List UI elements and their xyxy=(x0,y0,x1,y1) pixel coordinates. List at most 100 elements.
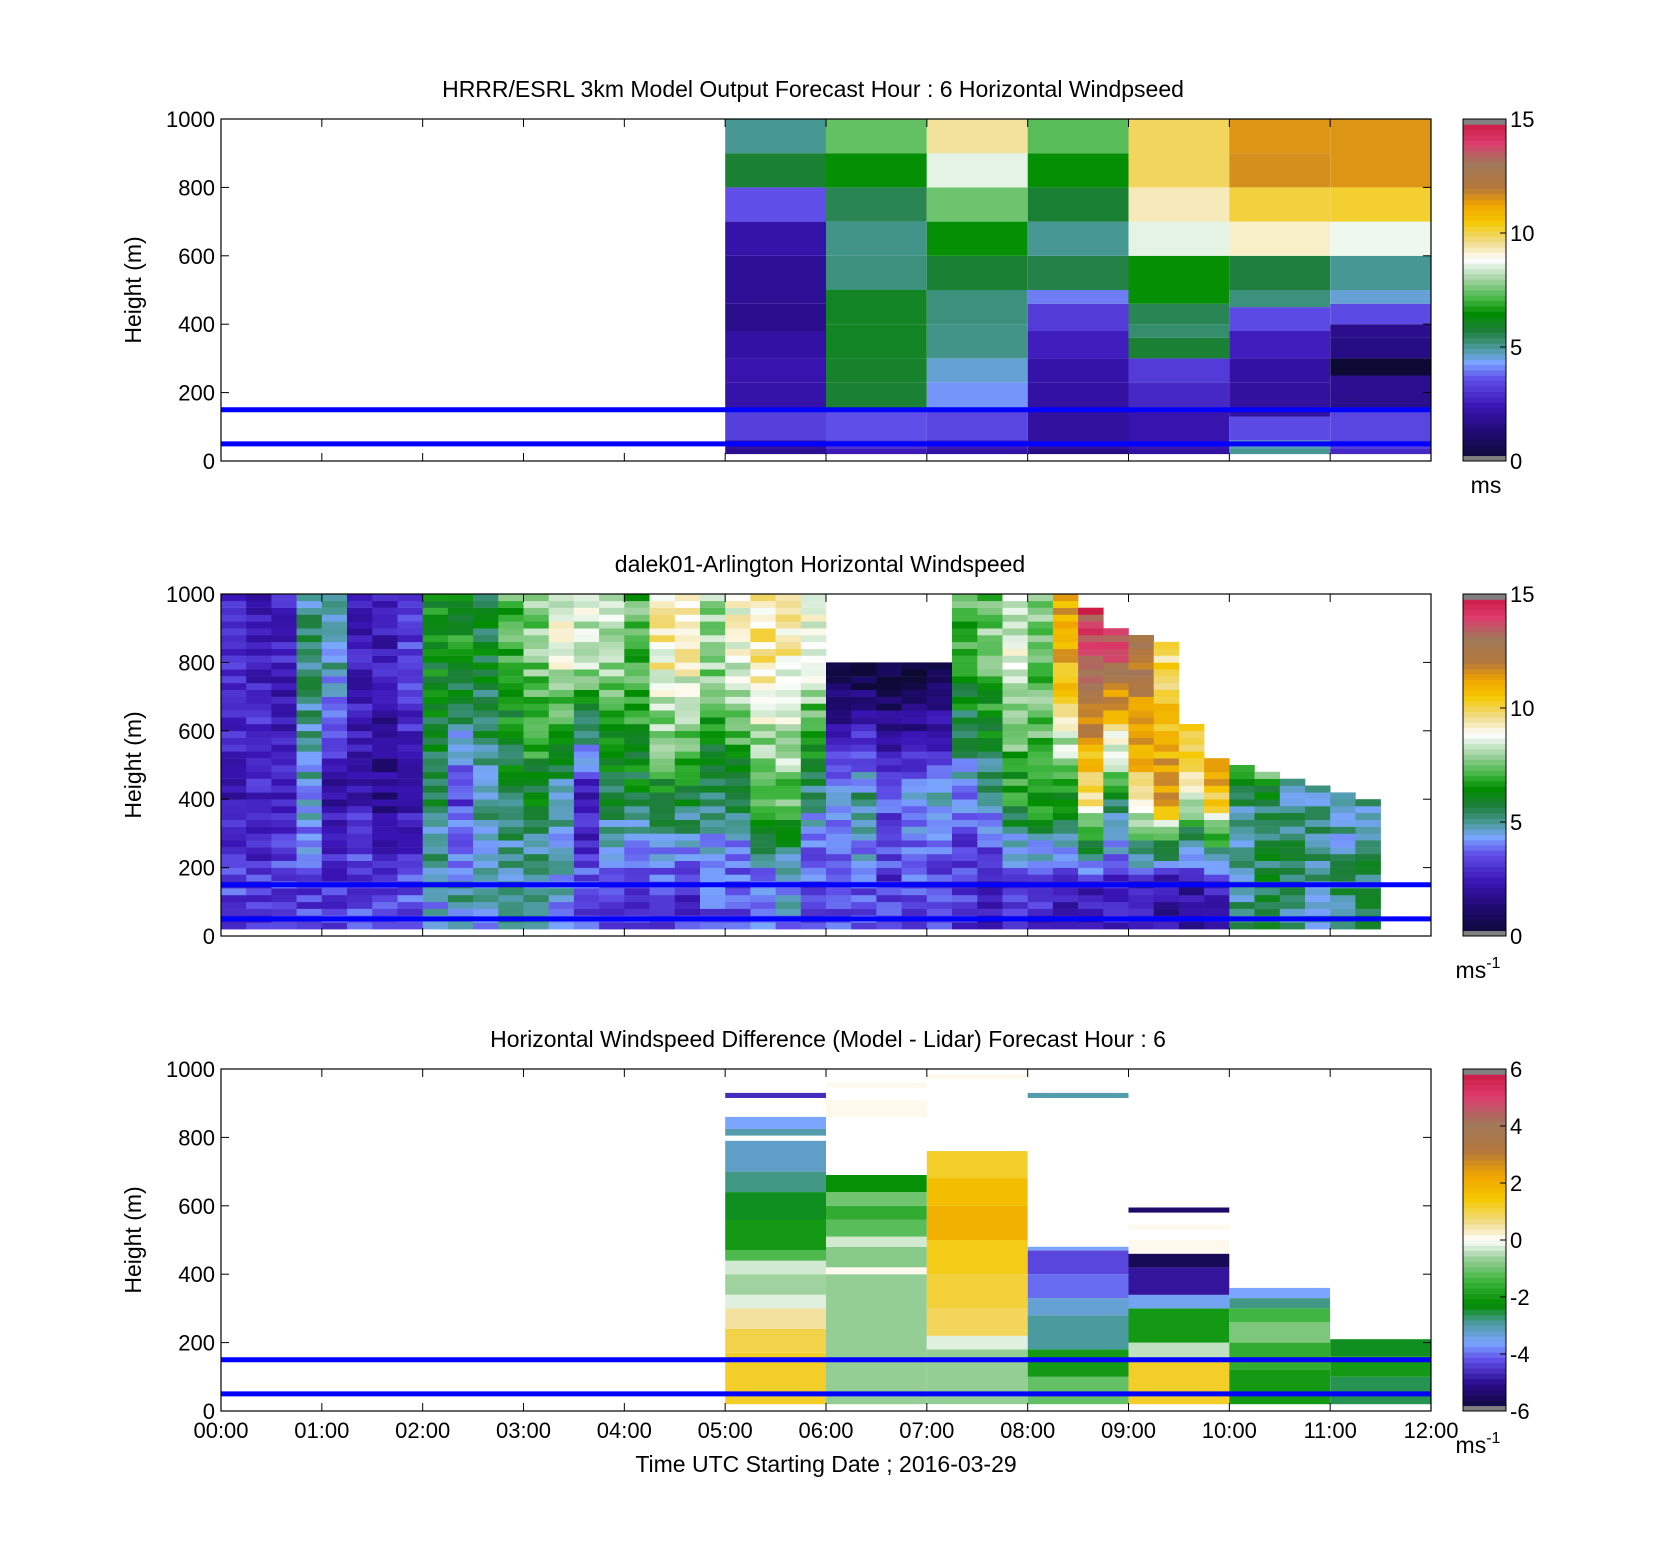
lidar-profile-cell xyxy=(347,689,373,697)
heatmap-cell xyxy=(1027,255,1129,290)
lidar-profile-cell xyxy=(1078,655,1104,663)
lidar-profile-cell xyxy=(1052,908,1079,916)
lidar-profile-cell xyxy=(1002,676,1028,684)
colorbar-segment xyxy=(1463,626,1506,632)
lidar-profile-cell xyxy=(1052,744,1079,752)
lidar-profile-cell xyxy=(221,696,247,704)
lidar-profile-cell xyxy=(1002,874,1028,882)
heatmap-cell xyxy=(926,449,1028,455)
y-tick-label: 200 xyxy=(178,381,215,406)
y-tick-label: 0 xyxy=(203,1399,215,1424)
lidar-profile-cell xyxy=(599,682,625,690)
lidar-profile-cell xyxy=(1027,600,1054,608)
lidar-profile-cell xyxy=(1002,888,1028,896)
colorbar-segment xyxy=(1463,364,1506,371)
lidar-profile-cell xyxy=(800,867,827,875)
lidar-profile-cell xyxy=(1153,758,1180,766)
lidar-profile-cell xyxy=(674,737,701,745)
lidar-profile-cell xyxy=(271,812,297,820)
colorbar-segment xyxy=(1463,241,1506,248)
lidar-profile-cell xyxy=(977,621,1003,629)
lidar-profile-cell xyxy=(473,724,499,732)
lidar-profile-cell xyxy=(523,696,549,704)
lidar-profile-cell xyxy=(221,778,247,786)
lidar-profile-cell xyxy=(1002,867,1028,875)
lidar-profile-cell xyxy=(725,812,751,820)
lidar-profile-cell xyxy=(700,840,726,848)
lidar-profile-cell xyxy=(649,833,675,841)
heatmap-cell xyxy=(1128,382,1230,410)
lidar-profile-cell xyxy=(548,635,575,643)
lidar-profile-cell xyxy=(296,908,323,916)
lidar-profile-cell xyxy=(649,641,675,649)
lidar-profile-cell xyxy=(246,662,272,670)
lidar-profile-cell xyxy=(826,710,852,718)
x-tick-label: 12:00 xyxy=(1403,1418,1458,1443)
heatmap-cell xyxy=(1027,187,1129,222)
lidar-profile-cell xyxy=(573,676,600,684)
lidar-profile-cell xyxy=(1178,867,1205,875)
lidar-profile-cell xyxy=(649,737,675,745)
lidar-profile-cell xyxy=(498,744,524,752)
lidar-profile-cell xyxy=(221,751,247,759)
lidar-profile-cell xyxy=(447,648,474,656)
lidar-profile-cell xyxy=(271,676,297,684)
lidar-profile-cell xyxy=(523,621,549,629)
lidar-profile-cell xyxy=(952,594,978,602)
lidar-profile-cell xyxy=(523,922,549,930)
lidar-profile-cell xyxy=(1204,771,1230,779)
lidar-profile-cell xyxy=(1078,635,1104,643)
lidar-profile-cell xyxy=(952,778,978,786)
lidar-profile-cell xyxy=(901,737,928,745)
lidar-profile-cell xyxy=(1254,922,1280,930)
lidar-profile-cell xyxy=(347,676,373,684)
lidar-profile-cell xyxy=(1002,833,1028,841)
lidar-profile-cell xyxy=(498,737,524,745)
lidar-profile-cell xyxy=(548,724,575,732)
lidar-profile-cell xyxy=(296,812,323,820)
lidar-profile-cell xyxy=(523,635,549,643)
lidar-profile-cell xyxy=(321,853,348,861)
heatmap-cell xyxy=(1330,358,1431,376)
lidar-profile-cell xyxy=(775,908,802,916)
lidar-profile-cell xyxy=(1153,847,1180,855)
lidar-profile-cell xyxy=(826,922,852,930)
lidar-profile-cell xyxy=(296,744,323,752)
lidar-profile-cell xyxy=(1103,860,1129,868)
lidar-profile-cell xyxy=(750,744,776,752)
lidar-profile-cell xyxy=(977,799,1003,807)
lidar-profile-cell xyxy=(321,621,348,629)
lidar-profile-cell xyxy=(599,840,625,848)
lidar-profile-cell xyxy=(977,710,1003,718)
lidar-profile-cell xyxy=(876,744,902,752)
lidar-profile-cell xyxy=(573,628,600,636)
colorbar-segment xyxy=(1463,386,1506,392)
lidar-profile-cell xyxy=(1103,908,1129,916)
lidar-profile-cell xyxy=(246,751,272,759)
lidar-profile-cell xyxy=(750,867,776,875)
heatmap-cell xyxy=(826,1099,927,1117)
lidar-profile-cell xyxy=(826,744,852,752)
lidar-profile-cell xyxy=(1355,806,1381,814)
lidar-profile-cell xyxy=(447,922,474,930)
lidar-profile-cell xyxy=(447,641,474,649)
colorbar-segment xyxy=(1463,1101,1506,1107)
lidar-profile-cell xyxy=(649,874,675,882)
lidar-profile-cell xyxy=(977,860,1003,868)
lidar-profile-cell xyxy=(700,703,726,711)
lidar-profile-cell xyxy=(498,682,524,690)
lidar-profile-cell xyxy=(523,744,549,752)
lidar-profile-cell xyxy=(725,778,751,786)
lidar-profile-cell xyxy=(573,744,600,752)
lidar-profile-cell xyxy=(800,860,827,868)
lidar-profile-cell xyxy=(321,840,348,848)
lidar-profile-cell xyxy=(447,703,474,711)
lidar-profile-cell xyxy=(599,853,625,861)
lidar-profile-cell xyxy=(599,662,625,670)
lidar-profile-cell xyxy=(523,676,549,684)
lidar-profile-cell xyxy=(624,806,650,814)
lidar-profile-cell xyxy=(548,771,575,779)
lidar-profile-cell xyxy=(246,669,272,677)
lidar-profile-cell xyxy=(1178,826,1205,834)
lidar-profile-cell xyxy=(498,771,524,779)
